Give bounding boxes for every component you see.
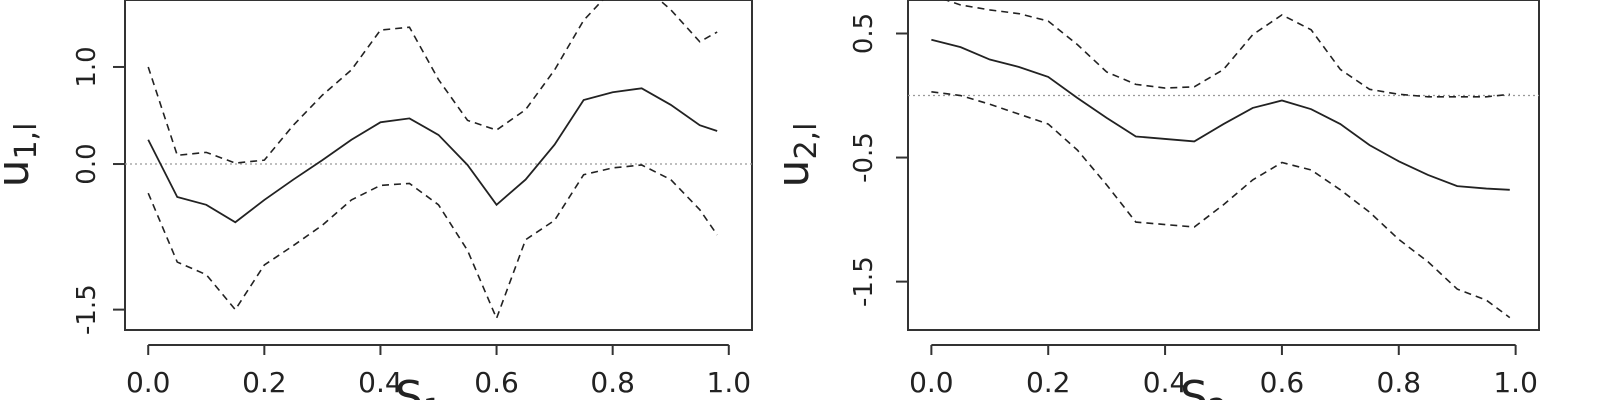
- x-tick-label: 0.4: [358, 366, 403, 399]
- confidence-band-line: [147, 164, 718, 321]
- y-tick-label: -1.5: [72, 284, 102, 335]
- x-axis-title: S2: [1180, 372, 1227, 400]
- y-tick-label: -0.5: [849, 132, 879, 183]
- y-axis-title-main: u: [768, 160, 819, 188]
- confidence-band-line: [931, 91, 1511, 319]
- x-tick-label: 0.2: [1026, 366, 1071, 399]
- y-axis-title: u1,l: [0, 123, 44, 188]
- x-tick-label: 0.8: [1377, 366, 1422, 399]
- x-tick-label: 1.0: [1493, 366, 1538, 399]
- x-tick-label: 1.0: [707, 366, 752, 399]
- y-axis-title-main: u: [0, 160, 39, 188]
- y-tick-label: 1.0: [72, 46, 102, 87]
- x-axis-title-main: S: [395, 372, 423, 400]
- y-tick-label: 0.5: [849, 13, 879, 54]
- confidence-band-line: [147, 0, 718, 164]
- y-axis-title: u2,l: [768, 123, 824, 188]
- estimate-line: [931, 38, 1510, 191]
- x-axis-title-main: S: [1180, 372, 1208, 400]
- estimate-line: [147, 87, 718, 224]
- x-tick-label: 0.6: [1260, 366, 1305, 399]
- x-tick-label: 0.4: [1143, 366, 1188, 399]
- x-tick-label: 0.6: [474, 366, 519, 399]
- x-axis-title: S1: [395, 372, 442, 400]
- x-tick-label: 0.0: [909, 366, 954, 399]
- x-axis-title-sub: 2: [1208, 393, 1227, 400]
- x-tick-label: 0.2: [242, 366, 287, 399]
- x-axis-title-sub: 1: [423, 393, 442, 400]
- x-tick-label: 0.0: [126, 366, 171, 399]
- plot-frame: [124, 0, 753, 331]
- panel: 0.0 0.2 0.4 0.6 0.8 1.0 -1.5 -0.5 0.5 S2 u2,l: [768, 0, 1540, 400]
- plot-frame: [907, 0, 1540, 331]
- y-axis-title-sub: 1,l: [9, 123, 44, 160]
- y-tick-label: 0.0: [72, 143, 102, 184]
- confidence-band-line: [943, 0, 1510, 98]
- panel: 0.0 0.2 0.4 0.6 0.8 1.0 -1.5 0.0 1.0 S1 u1,l: [0, 0, 753, 400]
- y-tick-label: -1.5: [849, 256, 879, 307]
- x-tick-label: 0.8: [590, 366, 635, 399]
- y-axis-title-sub: 2,l: [789, 123, 824, 160]
